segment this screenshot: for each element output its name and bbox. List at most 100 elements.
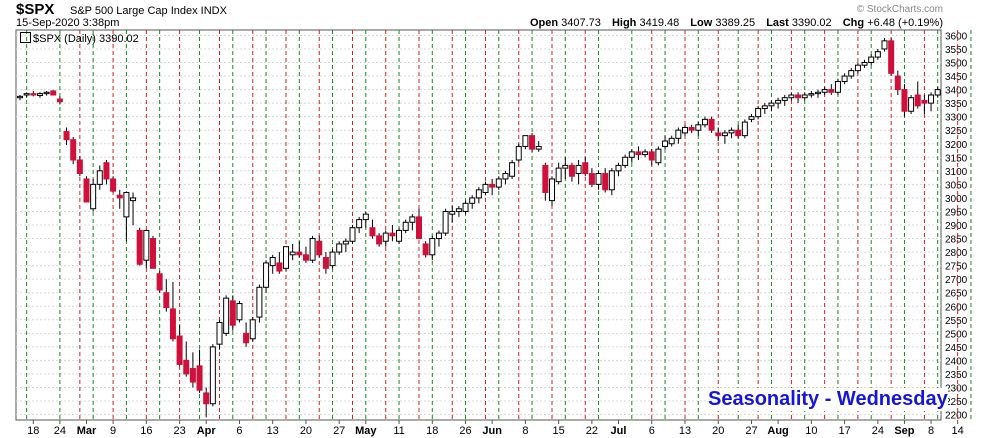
candle-up [23, 93, 30, 96]
x-tick-label: Jul [611, 425, 627, 437]
candle-down [156, 273, 163, 291]
x-tick-label: 16 [140, 425, 152, 437]
ohlc-readout: Open 3407.73 High 3419.48 Low 3389.25 La… [530, 17, 943, 29]
y-tick-label: 3550 [945, 45, 968, 56]
candle-up [595, 173, 602, 185]
candle-down [422, 243, 429, 256]
candle-down [302, 254, 309, 261]
candle-up [216, 322, 223, 345]
y-tick-label: 3500 [945, 59, 968, 70]
candle-down [568, 164, 575, 177]
candle-up [655, 148, 662, 164]
candle-up [848, 70, 855, 77]
candle-down [648, 151, 655, 161]
candle-up [701, 118, 708, 126]
candle-down [708, 118, 715, 131]
candle-down [582, 162, 589, 175]
candle-up [382, 232, 389, 242]
candle-up [748, 116, 755, 120]
candle-up [662, 140, 669, 147]
y-tick-label: 2200 [945, 411, 968, 422]
watermark: © StockCharts.com [856, 4, 943, 15]
candle-up [854, 64, 861, 72]
candle-up [728, 129, 735, 134]
y-tick-label: 2300 [945, 384, 968, 395]
x-tick-label: 20 [300, 425, 312, 437]
candle-up [455, 208, 462, 212]
open-label: Open [529, 17, 559, 29]
candle-down [389, 232, 396, 237]
candle-up [249, 319, 256, 340]
y-tick-label: 3150 [945, 153, 968, 164]
candle-up [269, 257, 276, 267]
candle-up [622, 156, 629, 166]
x-tick-label: 6 [236, 425, 242, 437]
candle-up [755, 108, 762, 118]
y-tick-label: 3400 [945, 86, 968, 97]
candle-up [868, 56, 875, 63]
candle-up [642, 151, 649, 156]
x-tick-label: May [355, 425, 377, 437]
candle-up [123, 192, 130, 218]
x-tick-label: 24 [54, 425, 66, 437]
candle-up [908, 97, 915, 112]
candle-down [189, 368, 196, 383]
candle-down [795, 94, 802, 99]
chg-value: +6.48 (+0.19%) [867, 17, 943, 29]
x-tick-label: 14 [952, 425, 964, 437]
y-tick-label: 2250 [945, 397, 968, 408]
y-tick-label: 2900 [945, 221, 968, 232]
candle-up [435, 232, 442, 240]
candle-up [336, 243, 343, 253]
legend-text: $SPX (Daily) 3390.02 [33, 33, 139, 45]
x-tick-label: 13 [267, 425, 279, 437]
last-value: 3390.02 [791, 17, 832, 29]
candle-down [229, 300, 236, 326]
candle-down [602, 173, 609, 191]
candle-up [223, 297, 230, 334]
candle-up [90, 183, 97, 210]
x-tick-label: Mar [77, 425, 97, 437]
candle-up [143, 229, 150, 261]
candle-up [801, 94, 808, 99]
legend-swatch [20, 32, 31, 43]
candle-up [256, 286, 263, 318]
candle-down [635, 151, 642, 156]
x-tick-label: 9 [110, 425, 116, 437]
y-tick-label: 2950 [945, 207, 968, 218]
x-tick-label: Jun [482, 425, 502, 437]
last-label: Last [766, 17, 789, 29]
candle-down [296, 251, 303, 256]
candle-up [495, 178, 502, 188]
candle-up [562, 164, 569, 169]
y-tick-label: 2750 [945, 262, 968, 273]
series-legend: $SPX (Daily) 3390.02 [20, 32, 139, 45]
open-value: 3407.73 [561, 17, 601, 29]
candle-down [243, 332, 250, 344]
x-tick-label: 18 [426, 425, 438, 437]
candle-up [475, 189, 482, 199]
low-label: Low [690, 17, 713, 29]
y-tick-label: 2550 [945, 316, 968, 327]
x-tick-label: 27 [333, 425, 345, 437]
candle-up [409, 216, 416, 223]
candle-up [675, 129, 682, 139]
candle-up [349, 227, 356, 242]
candle-down [183, 359, 190, 375]
high-value: 3419.48 [639, 17, 680, 29]
candle-down [63, 131, 70, 141]
y-tick-label: 2650 [945, 289, 968, 300]
candle-up [283, 246, 289, 269]
x-tick-label: 10 [805, 425, 817, 437]
y-tick-label: 3000 [945, 194, 968, 205]
candle-up [535, 145, 542, 150]
candle-down [316, 240, 323, 256]
x-tick-label: 8 [928, 425, 934, 437]
candle-up [615, 164, 622, 172]
candle-down [369, 227, 376, 237]
y-tick-label: 2350 [945, 370, 968, 381]
y-tick-label: 2850 [945, 235, 968, 246]
candle-down [276, 262, 283, 272]
candle-down [76, 159, 83, 175]
